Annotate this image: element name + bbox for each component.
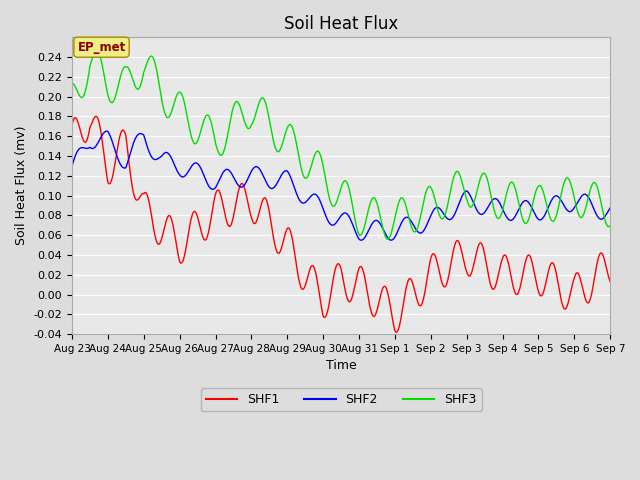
Line: SHF3: SHF3 xyxy=(72,50,611,239)
SHF3 xyxy=(384,236,392,242)
SHF2 xyxy=(607,205,614,211)
SHF2 xyxy=(489,197,497,203)
SHF3 xyxy=(439,216,447,222)
SHF3 xyxy=(68,81,76,86)
SHF2 xyxy=(124,160,131,166)
SHF1 xyxy=(439,282,447,288)
SHF2 xyxy=(387,237,395,243)
SHF1 xyxy=(607,279,614,285)
Line: SHF2: SHF2 xyxy=(72,131,611,240)
Title: Soil Heat Flux: Soil Heat Flux xyxy=(284,15,398,33)
SHF3 xyxy=(93,48,100,53)
SHF1 xyxy=(306,267,314,273)
SHF1 xyxy=(92,113,100,119)
SHF1 xyxy=(124,147,131,153)
SHF2 xyxy=(102,128,110,134)
Text: EP_met: EP_met xyxy=(77,41,125,54)
SHF1 xyxy=(392,329,400,335)
Legend: SHF1, SHF2, SHF3: SHF1, SHF2, SHF3 xyxy=(201,388,481,411)
SHF2 xyxy=(286,173,294,179)
SHF3 xyxy=(489,201,497,207)
SHF3 xyxy=(306,168,314,174)
SHF1 xyxy=(489,286,497,292)
X-axis label: Time: Time xyxy=(326,360,356,372)
Y-axis label: Soil Heat Flux (mv): Soil Heat Flux (mv) xyxy=(15,126,28,245)
Line: SHF1: SHF1 xyxy=(72,116,611,332)
SHF1 xyxy=(499,255,506,261)
SHF3 xyxy=(124,64,131,70)
SHF2 xyxy=(499,206,506,212)
SHF2 xyxy=(439,209,447,215)
SHF3 xyxy=(286,121,294,127)
SHF1 xyxy=(286,228,294,233)
SHF2 xyxy=(68,163,76,169)
SHF1 xyxy=(68,122,76,128)
SHF3 xyxy=(499,208,506,214)
SHF3 xyxy=(607,223,614,228)
SHF2 xyxy=(306,195,314,201)
